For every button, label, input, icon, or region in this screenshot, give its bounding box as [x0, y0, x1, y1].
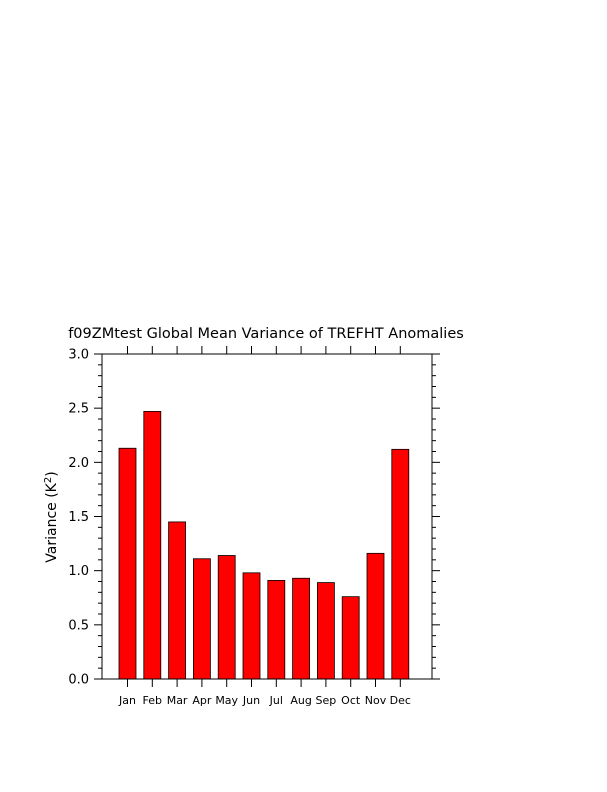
- y-tick-label: 1.5: [68, 510, 89, 525]
- chart-title: f09ZMtest Global Mean Variance of TREFHT…: [68, 326, 464, 342]
- x-tick-label-jun: Jun: [242, 694, 260, 707]
- x-tick-label-feb: Feb: [143, 694, 162, 707]
- bar-oct: [341, 596, 360, 680]
- x-tick-label-dec: Dec: [390, 694, 411, 707]
- y-axis-label-text: Variance (K: [44, 482, 60, 562]
- x-tick-label-may: May: [215, 694, 238, 707]
- bar-jul: [267, 580, 286, 680]
- x-tick-label-nov: Nov: [365, 694, 387, 707]
- bar-apr: [192, 558, 211, 680]
- x-tick-label-jan: Jan: [118, 694, 136, 707]
- x-tick-label-mar: Mar: [167, 694, 188, 707]
- bar-sep: [316, 582, 335, 680]
- bar-dec: [391, 448, 410, 680]
- bar-jun: [242, 572, 261, 680]
- bars-layer: [118, 411, 410, 680]
- y-tick-label: 3.0: [68, 348, 89, 363]
- x-tick-label-oct: Oct: [341, 694, 361, 707]
- bar-nov: [366, 552, 385, 680]
- x-tick-label-jul: Jul: [269, 694, 283, 707]
- y-axis-label: Variance (K2): [43, 471, 60, 562]
- axes-layer: 0.0 0.5 1.0 1.5 2.0 2.5 3.0 Jan Feb Mar Apr May Jun J…: [68, 346, 440, 707]
- y-tick-label: 0.5: [68, 618, 89, 633]
- x-tick-label-sep: Sep: [316, 694, 337, 707]
- bar-jan: [118, 447, 137, 680]
- bar-mar: [168, 521, 187, 680]
- y-tick-label: 0.0: [68, 673, 89, 688]
- bar-may: [217, 555, 236, 680]
- y-tick-label: 2.0: [68, 456, 89, 471]
- x-tick-label-apr: Apr: [192, 694, 212, 707]
- bar-feb: [143, 411, 162, 680]
- x-tick-label-aug: Aug: [290, 694, 311, 707]
- bar-aug: [292, 577, 311, 680]
- y-axis-label-close: ): [44, 471, 60, 476]
- y-tick-label: 2.5: [68, 402, 89, 417]
- y-tick-label: 1.0: [68, 564, 89, 579]
- y-axis-label-superscript: 2: [43, 477, 54, 483]
